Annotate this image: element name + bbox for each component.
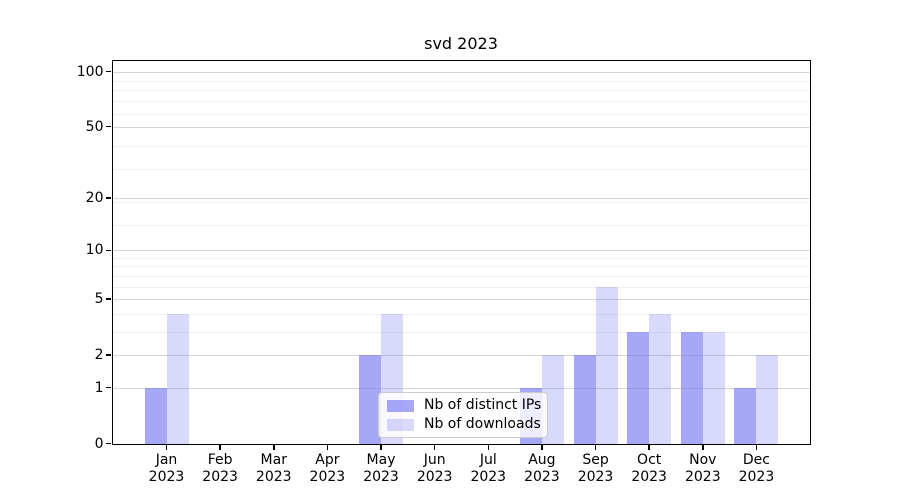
gridline-major bbox=[112, 354, 810, 356]
x-tick bbox=[380, 445, 382, 450]
x-tick-label: Feb 2023 bbox=[202, 451, 238, 486]
bar-downloads bbox=[166, 313, 189, 444]
bar-downloads bbox=[595, 286, 618, 444]
gridline-minor bbox=[112, 258, 810, 259]
y-tick-label: 1 bbox=[94, 379, 104, 396]
legend-swatch-distinct-ips bbox=[387, 399, 414, 412]
gridline-minor bbox=[112, 225, 810, 227]
gridline-minor bbox=[112, 266, 810, 268]
legend-label-downloads: Nb of downloads bbox=[424, 416, 541, 432]
y-tick bbox=[106, 125, 111, 128]
gridline-minor bbox=[112, 101, 810, 103]
x-tick-label: May 2023 bbox=[363, 451, 399, 486]
y-tick-label: 10 bbox=[85, 242, 104, 259]
y-tick-label: 50 bbox=[85, 118, 104, 135]
legend-item-downloads: Nb of downloads bbox=[387, 416, 541, 432]
gridline-minor bbox=[112, 286, 810, 288]
x-tick-label: Jun 2023 bbox=[416, 451, 453, 486]
y-tick bbox=[106, 298, 111, 300]
x-tick bbox=[326, 445, 329, 450]
gridline-minor bbox=[112, 146, 810, 148]
y-tick bbox=[106, 442, 111, 445]
x-tick-label: Jul 2023 bbox=[470, 451, 507, 486]
bar-downloads bbox=[649, 313, 672, 444]
gridline-minor bbox=[112, 313, 810, 315]
x-tick-label: Nov 2023 bbox=[684, 451, 721, 486]
gridline-minor bbox=[112, 275, 810, 277]
x-tick-label: Jan 2023 bbox=[148, 451, 185, 486]
y-tick bbox=[106, 354, 111, 356]
gridline-minor bbox=[112, 113, 810, 115]
x-tick-label: Mar 2023 bbox=[255, 451, 292, 486]
gridline-minor bbox=[112, 80, 810, 82]
x-tick bbox=[702, 445, 704, 450]
x-tick bbox=[273, 445, 275, 450]
bar-downloads bbox=[702, 331, 725, 444]
gridline-major bbox=[112, 198, 810, 200]
legend-swatch-downloads bbox=[387, 418, 414, 431]
x-tick-label: Aug 2023 bbox=[524, 451, 560, 486]
x-tick bbox=[648, 445, 650, 450]
bar-distinct-ips bbox=[359, 355, 382, 444]
y-tick bbox=[106, 70, 111, 73]
x-tick bbox=[219, 445, 221, 450]
y-tick bbox=[106, 386, 111, 389]
bar-distinct-ips bbox=[680, 331, 703, 444]
gridline-minor bbox=[112, 331, 810, 333]
legend-label-distinct-ips: Nb of distinct IPs bbox=[424, 397, 542, 413]
bar-distinct-ips bbox=[573, 355, 596, 444]
chart-title: svd 2023 bbox=[424, 34, 498, 53]
y-tick-label: 20 bbox=[85, 190, 104, 207]
legend-item-distinct-ips: Nb of distinct IPs bbox=[387, 397, 542, 413]
gridline-minor bbox=[112, 202, 810, 204]
y-tick-label: 5 bbox=[94, 291, 104, 308]
plot-area: 0 1 2 5 10 20 50 100 Jan 2023 Feb 2023 Mar 2023 Apr… bbox=[77, 59, 811, 485]
y-tick-label: 100 bbox=[76, 63, 104, 80]
x-tick-label: Sep 2023 bbox=[577, 451, 614, 486]
gridline-minor bbox=[112, 90, 810, 92]
x-tick bbox=[433, 445, 436, 450]
bar-distinct-ips bbox=[734, 387, 757, 444]
y-tick-label: 0 bbox=[94, 435, 104, 452]
x-tick bbox=[165, 445, 168, 450]
gridline-major bbox=[112, 250, 810, 252]
x-tick bbox=[487, 445, 490, 450]
gridline-major bbox=[112, 299, 810, 301]
y-tick-label: 2 bbox=[94, 346, 104, 363]
x-tick-label: Apr 2023 bbox=[309, 451, 346, 486]
x-tick bbox=[755, 445, 758, 450]
x-tick-label: Dec 2023 bbox=[738, 451, 775, 486]
bar-distinct-ips bbox=[144, 387, 167, 444]
gridline-minor bbox=[112, 169, 810, 171]
x-tick bbox=[594, 445, 597, 450]
x-tick-label: Oct 2023 bbox=[631, 451, 667, 486]
bar-downloads bbox=[756, 355, 779, 444]
y-tick bbox=[106, 249, 111, 252]
gridline-major bbox=[112, 126, 810, 128]
bar-distinct-ips bbox=[627, 331, 650, 444]
gridline-major bbox=[112, 387, 810, 389]
y-tick bbox=[106, 197, 111, 199]
x-tick bbox=[541, 445, 543, 450]
legend: Nb of distinct IPs Nb of downloads bbox=[378, 392, 548, 438]
gridline-major bbox=[112, 71, 810, 73]
